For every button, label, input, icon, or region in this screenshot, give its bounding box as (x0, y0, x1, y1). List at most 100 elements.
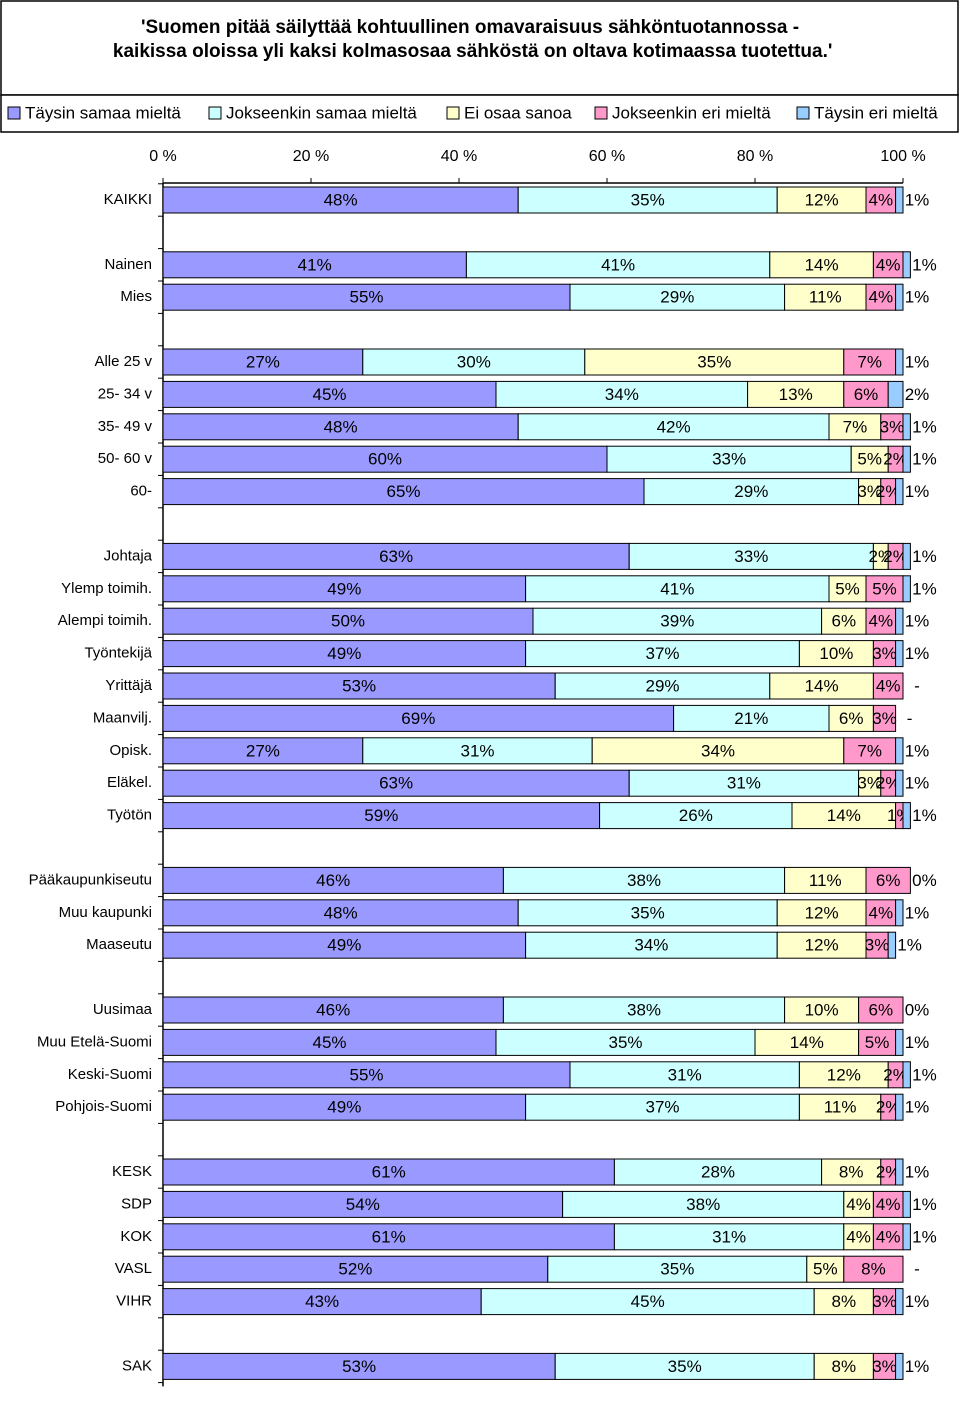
value-label: 54% (346, 1195, 380, 1214)
value-label: 1% (912, 450, 937, 469)
value-label: 1% (905, 482, 930, 501)
value-label: 10% (805, 1000, 839, 1019)
bar-segment (895, 640, 904, 668)
bar-segment (584, 348, 845, 376)
value-label: 11% (809, 288, 842, 307)
value-label: 4% (846, 1227, 871, 1246)
y-tick-label: Johtaja (104, 547, 153, 564)
bar-segment (828, 704, 874, 732)
value-label: 3% (865, 936, 890, 955)
value-label: 48% (324, 903, 358, 922)
value-label: 3% (872, 1292, 897, 1311)
bar-segment (525, 931, 778, 959)
value-label: 35% (631, 190, 665, 209)
value-label: 4% (876, 255, 901, 274)
bar-segment (465, 251, 771, 279)
bar-segment (843, 737, 897, 765)
bar-segment (162, 478, 645, 506)
value-label: 49% (327, 644, 361, 663)
legend-swatch (594, 106, 608, 120)
value-label: 4% (876, 1195, 901, 1214)
value-label: 3% (872, 709, 897, 728)
value-label: 12% (827, 1065, 861, 1084)
bar-segment (798, 640, 874, 668)
bar-segment (821, 607, 867, 635)
bar-segment (162, 899, 519, 927)
value-label: 11% (824, 1098, 857, 1117)
value-label: 59% (364, 806, 398, 825)
y-tick-label: Keski-Suomi (68, 1066, 152, 1083)
bar-segment (902, 445, 911, 473)
y-tick-label: 25- 34 v (98, 385, 153, 402)
bar-segment (895, 769, 904, 797)
bar-segment (895, 1093, 904, 1121)
value-label: 1% (912, 806, 937, 825)
bar-segment (495, 1028, 756, 1056)
value-label: 34% (605, 385, 639, 404)
bar-segment (902, 1190, 911, 1218)
bar-segment (162, 413, 519, 441)
bar-segment (495, 380, 749, 408)
value-label: 14% (827, 806, 861, 825)
value-label: 13% (779, 385, 813, 404)
y-tick-label: 35- 49 v (98, 418, 153, 435)
bar-segment (895, 283, 904, 311)
value-label: 2% (876, 1098, 901, 1117)
value-label: 0% (905, 1000, 930, 1019)
value-label: 55% (349, 288, 383, 307)
value-label: 1% (912, 1065, 937, 1084)
bar-segment (162, 640, 527, 668)
bar-segment (872, 1223, 904, 1251)
y-tick-label: 50- 60 v (98, 450, 153, 467)
value-label: 33% (734, 547, 768, 566)
bar-segment (895, 1288, 904, 1316)
value-label: 35% (631, 903, 665, 922)
y-tick-label: KOK (120, 1228, 152, 1245)
bar-segment (747, 380, 845, 408)
y-tick-label: Mies (120, 288, 152, 305)
value-label: 29% (734, 482, 768, 501)
bar-segment (895, 607, 904, 635)
bar-segment (784, 996, 860, 1024)
bar-segment (480, 1288, 815, 1316)
value-label: 41% (298, 255, 332, 274)
value-label: 69% (401, 709, 435, 728)
value-label: 41% (601, 255, 635, 274)
bar-segment (606, 445, 852, 473)
value-label: 1% (905, 644, 930, 663)
value-label: 53% (342, 1357, 376, 1376)
value-label: 1% (912, 1195, 937, 1214)
bar-segment (858, 1028, 897, 1056)
bar-segment (828, 413, 882, 441)
value-label: 48% (324, 417, 358, 436)
value-label: 3% (857, 774, 882, 793)
value-label: 1% (912, 255, 937, 274)
bar-segment (902, 802, 911, 830)
y-tick-label: Työtön (107, 807, 152, 824)
value-label: 55% (349, 1065, 383, 1084)
bar-segment (887, 931, 897, 959)
value-label: 1% (912, 547, 937, 566)
value-label: - (907, 709, 913, 728)
value-label: 33% (712, 450, 746, 469)
bar-segment (865, 283, 897, 311)
value-label: 48% (324, 190, 358, 209)
x-tick-label: 20 % (293, 148, 329, 165)
value-label: 12% (805, 190, 839, 209)
bar-segment (643, 478, 860, 506)
value-label: 26% (679, 806, 713, 825)
bar-segment (828, 575, 867, 603)
y-tick-label: Muu kaupunki (59, 904, 152, 921)
value-label: 50% (331, 612, 365, 631)
legend-swatch (208, 106, 222, 120)
value-label: 34% (701, 741, 735, 760)
y-tick-label: Työntekijä (84, 645, 152, 662)
bar-segment (162, 1288, 482, 1316)
value-label: 28% (701, 1162, 735, 1181)
value-label: 37% (645, 644, 679, 663)
bar-segment (162, 1061, 571, 1089)
value-label: 1% (905, 190, 930, 209)
value-label: 38% (686, 1195, 720, 1214)
value-label: 21% (734, 709, 768, 728)
y-tick-label: Uusimaa (93, 1001, 153, 1018)
